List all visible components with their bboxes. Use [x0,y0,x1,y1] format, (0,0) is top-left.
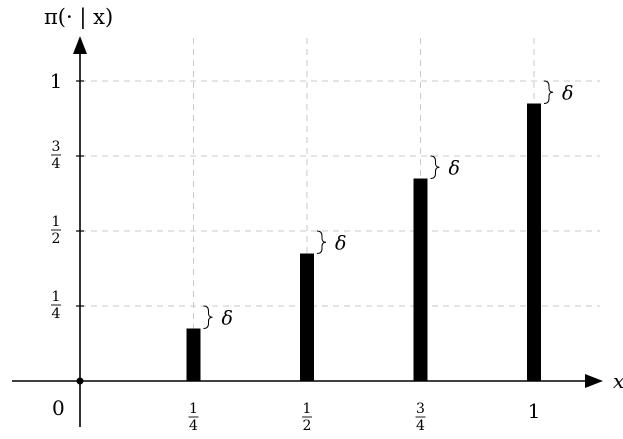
bars [186,103,541,381]
y-axis-arrowhead [73,36,87,54]
tick-denominator: 4 [189,418,198,434]
x-axis-arrowhead [585,374,603,388]
x-tick-label: 14 [188,401,199,434]
y-tick-label: 12 [51,214,61,247]
tick-numerator: 3 [416,401,425,417]
delta-label: δ [449,157,460,179]
tick-denominator: 2 [52,231,61,247]
tick-numerator: 1 [189,401,198,417]
delta-label: δ [222,307,233,329]
y-tick-label: 14 [51,289,61,322]
axes: x π(· | x) 0 [12,5,623,427]
tick-numerator: 3 [52,139,61,155]
tick-denominator: 4 [416,418,425,434]
bar [413,178,428,381]
delta-label: δ [562,82,573,104]
origin-label: 0 [52,396,65,420]
delta-label: δ [335,232,346,254]
tick-numerator: 1 [52,289,61,305]
bar [186,328,201,381]
tick-denominator: 4 [52,156,61,172]
x-tick-label: 1 [528,399,541,423]
bar [527,103,541,381]
y-tick-label: 34 [51,139,61,172]
delta-brace [316,230,327,254]
origin-dot [76,377,84,385]
x-tick-label: 34 [415,401,426,434]
delta-brace [203,305,213,329]
x-axis-label: x [613,369,623,393]
x-tick-label: 12 [302,401,312,434]
delta-brace [430,155,440,179]
delta-brace [543,80,554,104]
grid [80,38,600,381]
tick-denominator: 4 [52,306,61,322]
y-tick-label: 1 [50,69,63,93]
y-axis-label: π(· | x) [44,5,113,30]
bar [300,253,314,381]
tick-numerator: 1 [52,214,61,230]
tick-denominator: 2 [303,418,312,434]
delta-annotations: δ δ δ δ [203,80,573,329]
tick-numerator: 1 [303,401,312,417]
